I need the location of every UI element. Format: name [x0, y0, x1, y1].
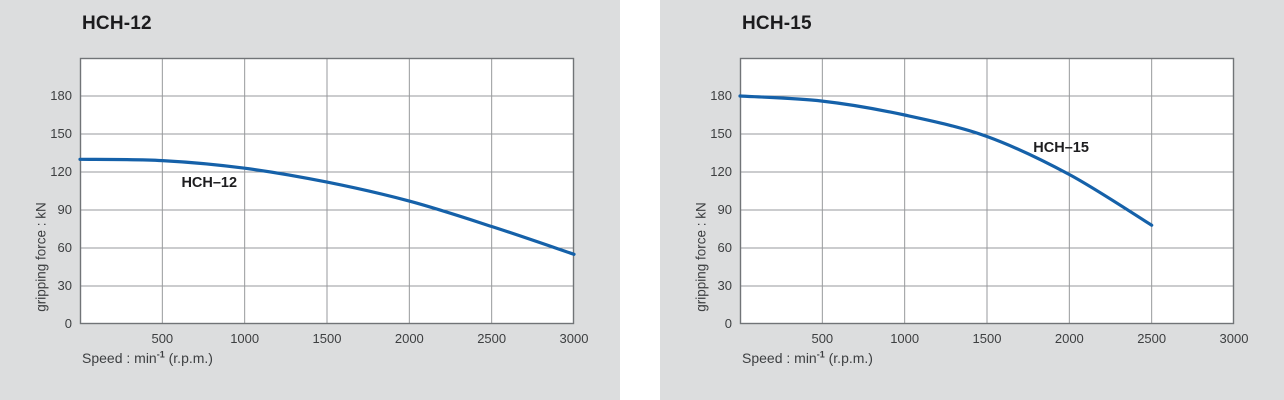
chart-title: HCH-12 [82, 13, 152, 34]
x-tick-label: 1000 [890, 331, 920, 346]
x-axis-label-superscript: -1 [156, 349, 165, 360]
x-tick-label: 2000 [1054, 331, 1084, 346]
chart-card-hch12: HCH-12 gripping force : kN HCH–12 Speed … [0, 0, 620, 400]
x-axis-label-tail: (r.p.m.) [164, 350, 213, 366]
curve-label: HCH–15 [1033, 139, 1089, 156]
x-tick-label: 2000 [394, 331, 424, 346]
x-tick-label: 2500 [477, 331, 507, 346]
plot-area: HCH–15 [738, 57, 1235, 325]
x-tick-label: 1500 [312, 331, 342, 346]
x-axis-label-main: Speed : min [742, 350, 817, 366]
y-tick-label: 30 [717, 278, 732, 293]
chart-title: HCH-15 [742, 13, 812, 34]
y-tick-label: 60 [57, 240, 72, 255]
y-tick-label: 180 [50, 88, 72, 103]
x-tick-label: 3000 [1219, 331, 1249, 346]
y-tick-label: 0 [724, 316, 732, 331]
force-speed-curve [78, 157, 576, 256]
x-axis-label: Speed : min-1 (r.p.m.) [742, 350, 873, 366]
plot-area: HCH–12 [78, 57, 576, 325]
x-tick-label: 3000 [559, 331, 589, 346]
force-speed-curve [738, 94, 1154, 227]
chart-card-hch15: HCH-15 gripping force : kN HCH–15 Speed … [660, 0, 1284, 400]
y-tick-label: 30 [57, 278, 72, 293]
y-axis-label: gripping force : kN [33, 202, 49, 312]
y-tick-label: 120 [710, 164, 732, 179]
y-tick-label: 120 [50, 164, 72, 179]
y-tick-label: 180 [710, 88, 732, 103]
x-axis-label: Speed : min-1 (r.p.m.) [82, 350, 213, 366]
x-tick-label: 1000 [230, 331, 260, 346]
chart-canvas [738, 57, 1235, 325]
y-axis-label: gripping force : kN [693, 202, 709, 312]
x-axis-label-tail: (r.p.m.) [824, 350, 873, 366]
x-axis-label-main: Speed : min [82, 350, 157, 366]
chart-canvas [78, 57, 576, 325]
curve-label: HCH–12 [181, 175, 238, 192]
x-tick-label: 500 [151, 331, 174, 346]
y-tick-label: 0 [64, 316, 72, 331]
x-tick-label: 1500 [972, 331, 1002, 346]
x-tick-label: 2500 [1137, 331, 1167, 346]
x-tick-label: 500 [811, 331, 834, 346]
y-tick-label: 150 [50, 126, 72, 141]
x-axis-label-superscript: -1 [816, 349, 825, 360]
y-tick-label: 90 [57, 202, 72, 217]
plot-border [739, 57, 1235, 325]
y-tick-label: 150 [710, 126, 732, 141]
plot-border [79, 57, 575, 325]
y-tick-label: 60 [717, 240, 732, 255]
y-tick-label: 90 [717, 202, 732, 217]
